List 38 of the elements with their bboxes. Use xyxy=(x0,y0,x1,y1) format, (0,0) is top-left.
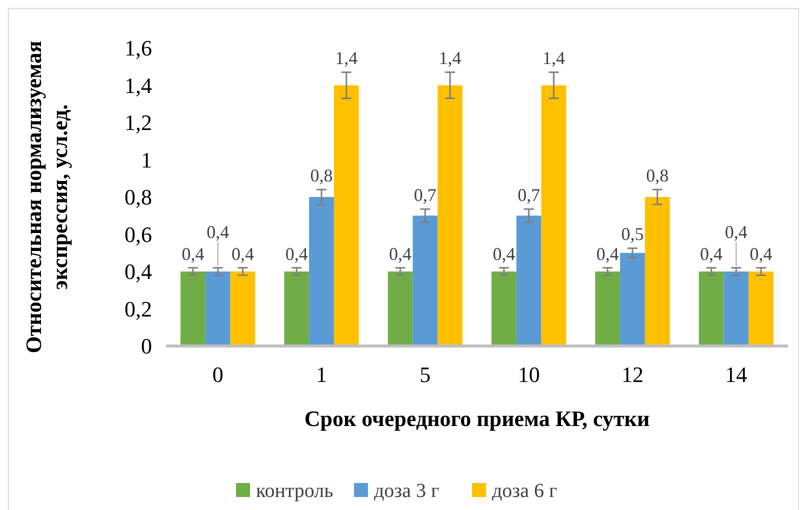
y-tick-label: 0,4 xyxy=(124,259,152,284)
data-label: 1,4 xyxy=(335,48,358,68)
data-label: 0,4 xyxy=(700,244,723,264)
data-label: 0,4 xyxy=(285,244,308,264)
y-tick-label: 0,6 xyxy=(124,222,152,247)
data-label: 0,4 xyxy=(750,244,772,264)
data-label: 0,4 xyxy=(206,222,230,242)
y-axis-title: Относительная нормализуемая экспрессия, усл.ед. xyxy=(21,40,72,354)
legend-label: доза 3 г xyxy=(374,480,440,502)
data-label: 0,4 xyxy=(231,244,254,264)
data-label: 1,4 xyxy=(542,48,565,68)
x-tick-label: 0 xyxy=(212,362,224,387)
legend-label: контроль xyxy=(256,480,334,502)
y-tick-label: 0 xyxy=(141,334,152,359)
data-label: 0,4 xyxy=(389,244,412,264)
y-tick-label: 1 xyxy=(141,147,152,172)
data-label: 0,4 xyxy=(596,244,619,264)
y-tick-label: 0,2 xyxy=(124,296,152,322)
y-tick-label: 1,4 xyxy=(124,72,152,98)
y-tick-label: 1,2 xyxy=(124,110,152,136)
x-tick-label: 5 xyxy=(420,362,431,387)
data-label: 0,8 xyxy=(646,166,669,186)
x-tick-label: 10 xyxy=(518,362,540,387)
data-label: 0,4 xyxy=(724,222,748,242)
x-tick-label: 14 xyxy=(725,362,748,387)
data-label: 0,7 xyxy=(414,185,436,206)
data-label: 0,5 xyxy=(621,224,644,244)
legend-label: доза 6 г xyxy=(492,480,558,502)
data-label: 0,4 xyxy=(492,244,516,264)
data-label: 1,4 xyxy=(438,48,462,68)
x-axis-title: Срок очередного приема КР, сутки xyxy=(304,406,650,431)
data-label: 0,4 xyxy=(182,244,204,264)
data-label: 0,7 xyxy=(518,185,540,206)
x-tick-label: 12 xyxy=(622,362,644,387)
y-tick-label: 0,8 xyxy=(124,184,152,210)
y-tick-label: 1,6 xyxy=(124,36,152,61)
x-tick-label: 1 xyxy=(316,362,327,387)
data-label: 0,8 xyxy=(310,166,333,186)
